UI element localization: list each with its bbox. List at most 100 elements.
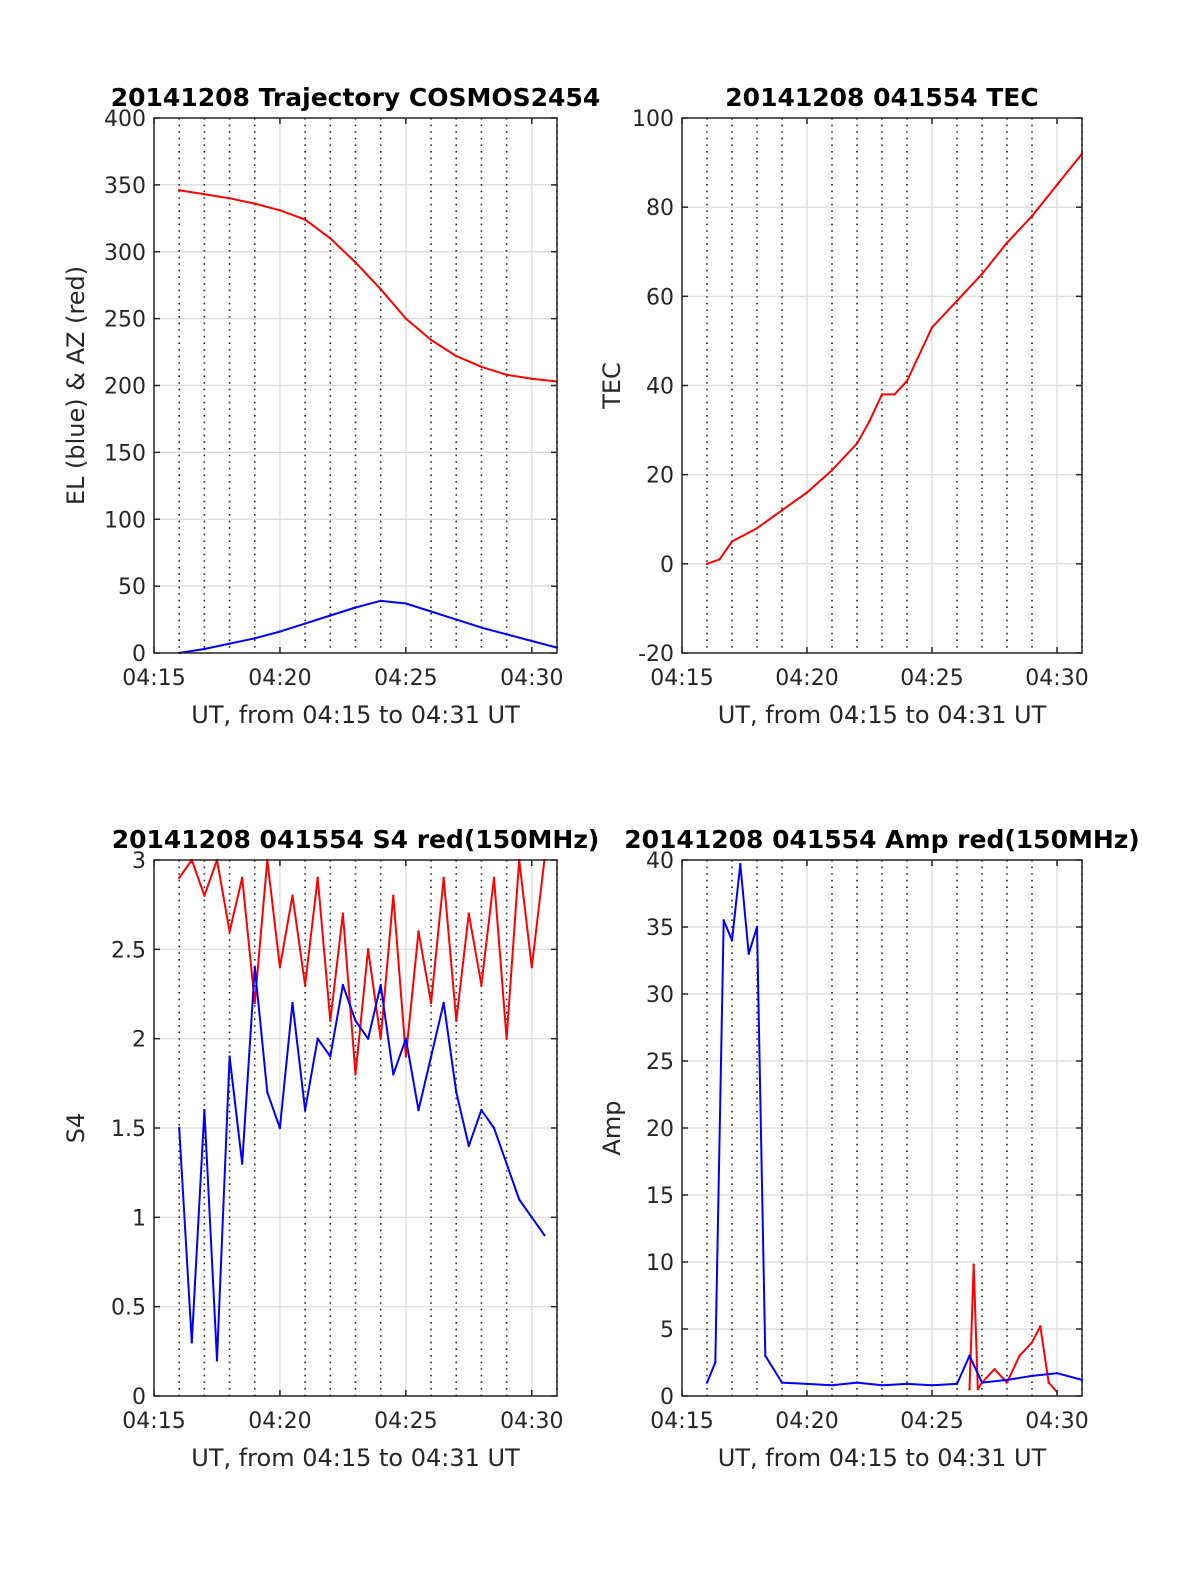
data-point bbox=[972, 1263, 975, 1266]
chart-tec: 04:15 04:20 04:25 04:30 -20 0 20 40 60 80 100 20141… bbox=[598, 83, 1089, 729]
data-point bbox=[392, 894, 395, 897]
x-tick-label: 04:25 bbox=[900, 666, 963, 691]
data-point bbox=[955, 299, 959, 302]
data-point bbox=[291, 894, 294, 897]
data-point bbox=[805, 491, 809, 494]
data-point bbox=[266, 1091, 269, 1094]
data-point bbox=[404, 602, 408, 605]
y-tick-label: 3 bbox=[132, 849, 146, 874]
data-point bbox=[930, 1384, 934, 1387]
chart-title: 20141208 041554 S4 red(150MHz) bbox=[112, 825, 600, 854]
data-point bbox=[455, 1091, 458, 1094]
data-point bbox=[755, 925, 759, 929]
x-tick-label: 04:25 bbox=[374, 666, 437, 691]
data-point bbox=[805, 1382, 809, 1386]
data-point bbox=[379, 983, 382, 987]
y-tick-label: 100 bbox=[104, 508, 146, 533]
y-tick-label: 25 bbox=[646, 1050, 674, 1075]
x-tick-label: 04:25 bbox=[900, 1409, 963, 1434]
data-point bbox=[492, 1126, 496, 1130]
x-tick-label: 04:30 bbox=[1025, 666, 1088, 691]
data-point bbox=[780, 509, 784, 512]
data-point bbox=[755, 526, 759, 530]
data-point bbox=[905, 379, 909, 383]
data-point bbox=[893, 393, 896, 396]
x-axis-label: UT, from 04:15 to 04:31 UT bbox=[191, 701, 520, 729]
data-point bbox=[480, 1108, 483, 1112]
data-point bbox=[429, 1055, 433, 1058]
x-tick-label: 04:20 bbox=[775, 666, 838, 691]
y-tick-label: 1 bbox=[132, 1206, 146, 1231]
y-axis-label: S4 bbox=[62, 1113, 90, 1144]
data-point bbox=[730, 540, 734, 543]
x-tick-label: 04:20 bbox=[248, 1409, 311, 1434]
data-point bbox=[442, 876, 445, 880]
series-line-red bbox=[179, 189, 558, 383]
data-point bbox=[203, 193, 206, 196]
chart-amp: 04:15 04:20 04:25 04:30 0 5 10 15 20 25 30 35 402014… bbox=[598, 825, 1140, 1472]
y-tick-label: 0 bbox=[660, 1385, 674, 1410]
y-tick-label: 2 bbox=[132, 1028, 146, 1053]
data-point bbox=[880, 1384, 884, 1387]
data-point bbox=[718, 558, 721, 561]
data-point bbox=[968, 1354, 971, 1358]
y-tick-label: 35 bbox=[646, 916, 674, 941]
y-tick-label: 40 bbox=[646, 375, 674, 400]
data-point bbox=[379, 599, 382, 603]
data-point bbox=[253, 202, 256, 205]
data-point bbox=[993, 1368, 996, 1371]
data-point bbox=[379, 288, 382, 291]
data-point bbox=[1030, 1374, 1034, 1378]
data-point bbox=[228, 642, 231, 645]
y-tick-label: 0 bbox=[660, 553, 674, 578]
y-tick-label: 10 bbox=[646, 1251, 674, 1276]
y-tick-label: 20 bbox=[646, 464, 674, 489]
data-point bbox=[518, 1198, 521, 1201]
data-point bbox=[855, 442, 859, 445]
data-point bbox=[379, 1037, 382, 1040]
data-point bbox=[442, 1001, 445, 1005]
data-point bbox=[467, 912, 471, 915]
data-point bbox=[455, 618, 458, 621]
data-point bbox=[177, 1126, 181, 1130]
y-tick-label: 15 bbox=[646, 1184, 674, 1209]
data-point bbox=[480, 626, 483, 629]
data-point bbox=[730, 939, 734, 942]
data-point bbox=[228, 930, 231, 933]
data-point bbox=[253, 637, 256, 640]
data-point bbox=[1005, 1378, 1009, 1382]
x-axis-label: UT, from 04:15 to 04:31 UT bbox=[718, 701, 1047, 729]
chart-s4: 04:15 04:20 04:25 04:30 0 0.5 1 1.5 2 2.5 32014120… bbox=[62, 825, 599, 1472]
data-point bbox=[530, 966, 534, 969]
x-tick-label: 04:30 bbox=[500, 666, 563, 691]
data-point bbox=[705, 1381, 709, 1384]
y-tick-label: 400 bbox=[104, 107, 146, 132]
series-line-blue bbox=[179, 599, 558, 654]
data-point bbox=[855, 1381, 859, 1384]
data-point bbox=[329, 237, 332, 240]
x-axis-label: UT, from 04:15 to 04:31 UT bbox=[718, 1444, 1047, 1472]
data-point bbox=[480, 983, 483, 987]
data-point bbox=[1047, 1381, 1050, 1384]
y-tick-label: 2.5 bbox=[111, 938, 146, 963]
series-line-blue bbox=[178, 966, 546, 1362]
data-point bbox=[505, 373, 508, 376]
data-point bbox=[705, 562, 709, 566]
data-point bbox=[714, 1361, 717, 1364]
data-point bbox=[467, 1144, 471, 1148]
x-tick-label: 04:15 bbox=[122, 1409, 185, 1434]
data-point bbox=[392, 1073, 395, 1076]
data-point bbox=[955, 1382, 959, 1386]
data-point bbox=[429, 1001, 433, 1005]
data-point bbox=[530, 639, 534, 643]
data-point bbox=[366, 1037, 370, 1040]
data-point bbox=[930, 326, 934, 329]
data-point bbox=[530, 377, 534, 381]
chart-trajectory: 04:15 04:20 04:25 04:30 0 50 100 150 200 250 300 35… bbox=[62, 83, 600, 729]
x-tick-label: 04:30 bbox=[1025, 1409, 1088, 1434]
chart-title: 20141208 Trajectory COSMOS2454 bbox=[111, 83, 601, 112]
data-point bbox=[1018, 1354, 1021, 1358]
data-point bbox=[455, 1019, 458, 1022]
chart-title: 20141208 041554 TEC bbox=[725, 83, 1038, 112]
